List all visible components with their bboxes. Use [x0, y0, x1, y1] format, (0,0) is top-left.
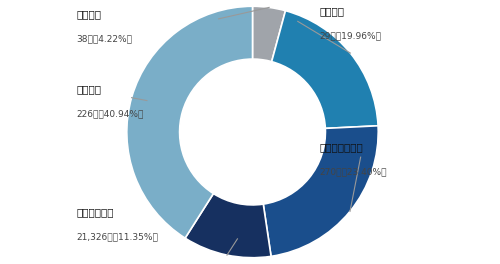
Text: 270名（23.40%）: 270名（23.40%）	[319, 167, 386, 176]
Text: 個人・その他: 個人・その他	[76, 208, 114, 218]
Text: 証券会社: 証券会社	[76, 9, 102, 19]
Wedge shape	[127, 6, 252, 238]
Text: 226名（40.94%）: 226名（40.94%）	[76, 109, 144, 118]
Wedge shape	[272, 11, 378, 128]
Text: 外国人等: 外国人等	[76, 84, 102, 94]
Text: 21,326名（11.35%）: 21,326名（11.35%）	[76, 233, 158, 242]
Text: 29名（19.96%）: 29名（19.96%）	[319, 31, 381, 40]
Text: 38名（4.22%）: 38名（4.22%）	[76, 34, 132, 43]
Wedge shape	[252, 6, 286, 62]
Wedge shape	[185, 194, 271, 258]
Wedge shape	[264, 126, 378, 256]
Text: その他国内法人: その他国内法人	[319, 142, 363, 152]
Text: 金融機関: 金融機関	[319, 6, 344, 16]
